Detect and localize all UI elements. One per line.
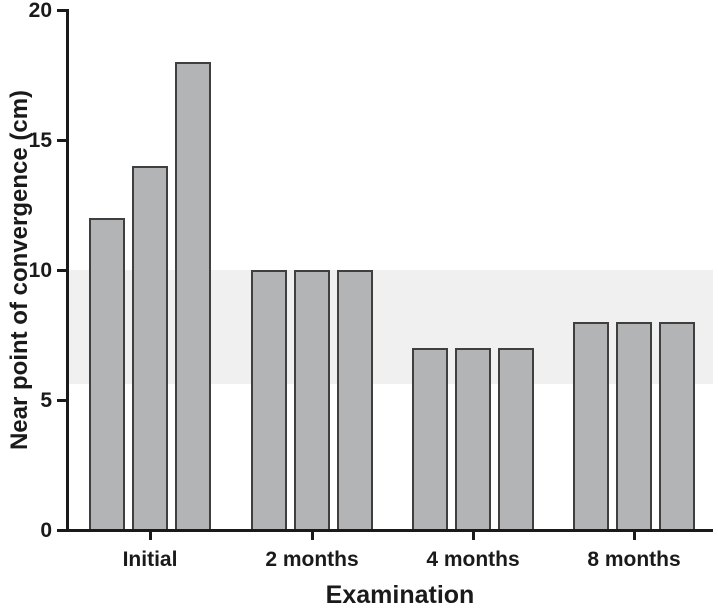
bar xyxy=(132,166,168,531)
y-axis-tick xyxy=(57,138,68,142)
x-axis-tick xyxy=(632,531,636,540)
bar xyxy=(251,270,287,531)
x-axis-title: Examination xyxy=(325,581,475,609)
x-axis-tick xyxy=(471,531,475,540)
x-tick-label: 8 months xyxy=(587,548,681,571)
y-tick-label: 10 xyxy=(28,258,52,282)
y-tick-label: 5 xyxy=(40,388,52,412)
y-axis-tick xyxy=(57,528,68,532)
bar xyxy=(455,348,491,531)
bar xyxy=(175,62,211,531)
x-tick-label: 4 months xyxy=(426,548,520,571)
y-axis-tick xyxy=(57,8,68,12)
bar xyxy=(616,322,652,531)
y-axis-tick xyxy=(57,268,68,272)
bar xyxy=(412,348,448,531)
bar xyxy=(89,218,125,531)
bar xyxy=(294,270,330,531)
bar xyxy=(498,348,534,531)
y-tick-label: 15 xyxy=(28,128,52,152)
x-axis-tick xyxy=(148,531,152,540)
y-tick-label: 20 xyxy=(28,0,52,22)
y-tick-label: 0 xyxy=(40,518,52,542)
y-axis-tick xyxy=(57,398,68,402)
bar xyxy=(573,322,609,531)
x-tick-label: Initial xyxy=(122,548,178,571)
x-axis-line xyxy=(66,529,713,532)
bar xyxy=(337,270,373,531)
x-axis-tick xyxy=(310,531,314,540)
x-tick-label: 2 months xyxy=(265,548,359,571)
bar xyxy=(659,322,695,531)
